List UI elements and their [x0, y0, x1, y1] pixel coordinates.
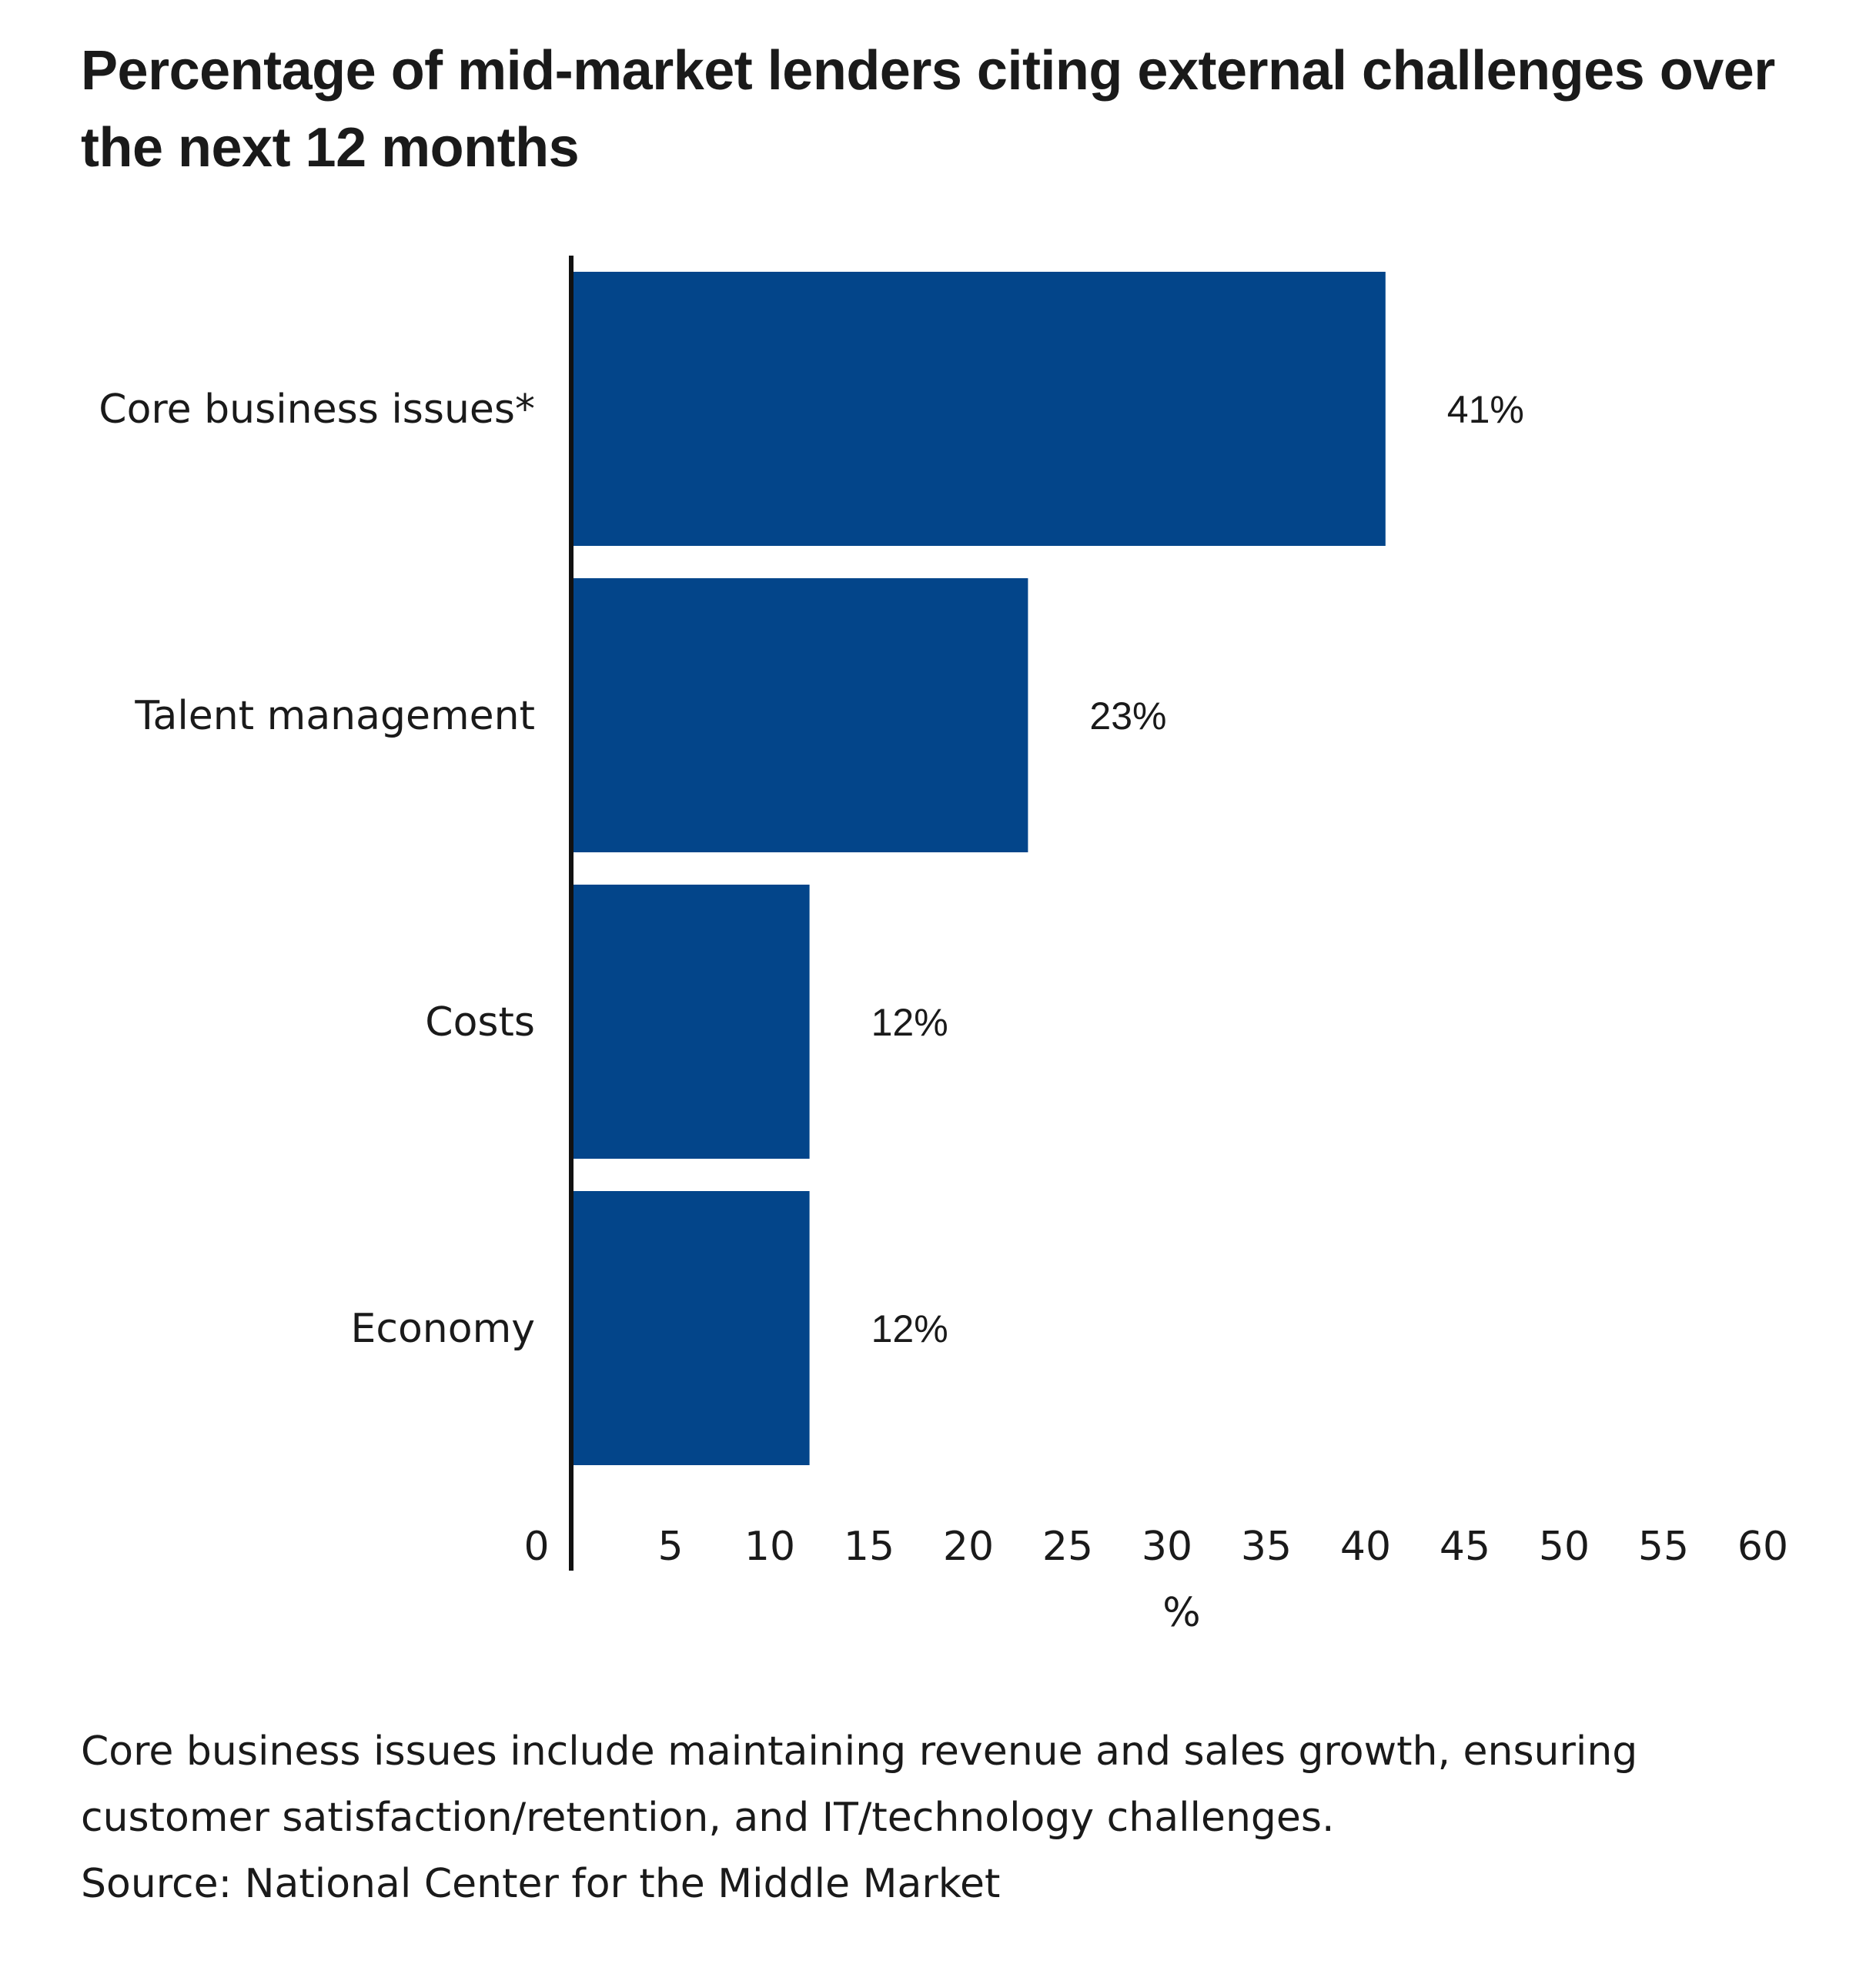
data-label: 12% [871, 1307, 948, 1350]
chart-footnote: Core business issues include maintaining… [81, 1718, 1813, 1917]
bar-chart: Core business issues* 41% Talent managemen… [99, 256, 1788, 1636]
data-label: 12% [871, 1001, 948, 1044]
x-tick-label: 20 [943, 1524, 994, 1570]
x-tick-label: 40 [1340, 1524, 1391, 1570]
category-label: Economy [351, 1306, 535, 1352]
bar [571, 578, 1028, 852]
x-tick-label: 45 [1440, 1524, 1490, 1570]
x-tick-label: 55 [1638, 1524, 1689, 1570]
category-label: Costs [425, 999, 535, 1046]
footnote-source: Source: National Center for the Middle M… [81, 1861, 1001, 1907]
bar [571, 1191, 810, 1465]
x-tick-label: 35 [1241, 1524, 1292, 1570]
bar [571, 885, 810, 1159]
x-tick-label: 10 [744, 1524, 795, 1570]
x-tick-label: 30 [1142, 1524, 1192, 1570]
chart-title: Percentage of mid-market lenders citing … [81, 40, 1775, 179]
footnote-note: Core business issues include maintaining… [81, 1728, 1638, 1841]
data-label: 23% [1089, 694, 1166, 738]
x-tick-label: 50 [1539, 1524, 1590, 1570]
x-axis-label: % [1162, 1590, 1200, 1636]
category-label: Talent management [134, 693, 535, 739]
category-label: Core business issues* [99, 387, 535, 433]
x-tick-label: 5 [657, 1524, 683, 1570]
x-tick-label: 0 [523, 1524, 549, 1570]
x-tick-label: 15 [844, 1524, 895, 1570]
data-label: 41% [1447, 388, 1524, 431]
bar [571, 272, 1386, 546]
x-tick-label: 60 [1737, 1524, 1788, 1570]
x-tick-label: 25 [1042, 1524, 1093, 1570]
